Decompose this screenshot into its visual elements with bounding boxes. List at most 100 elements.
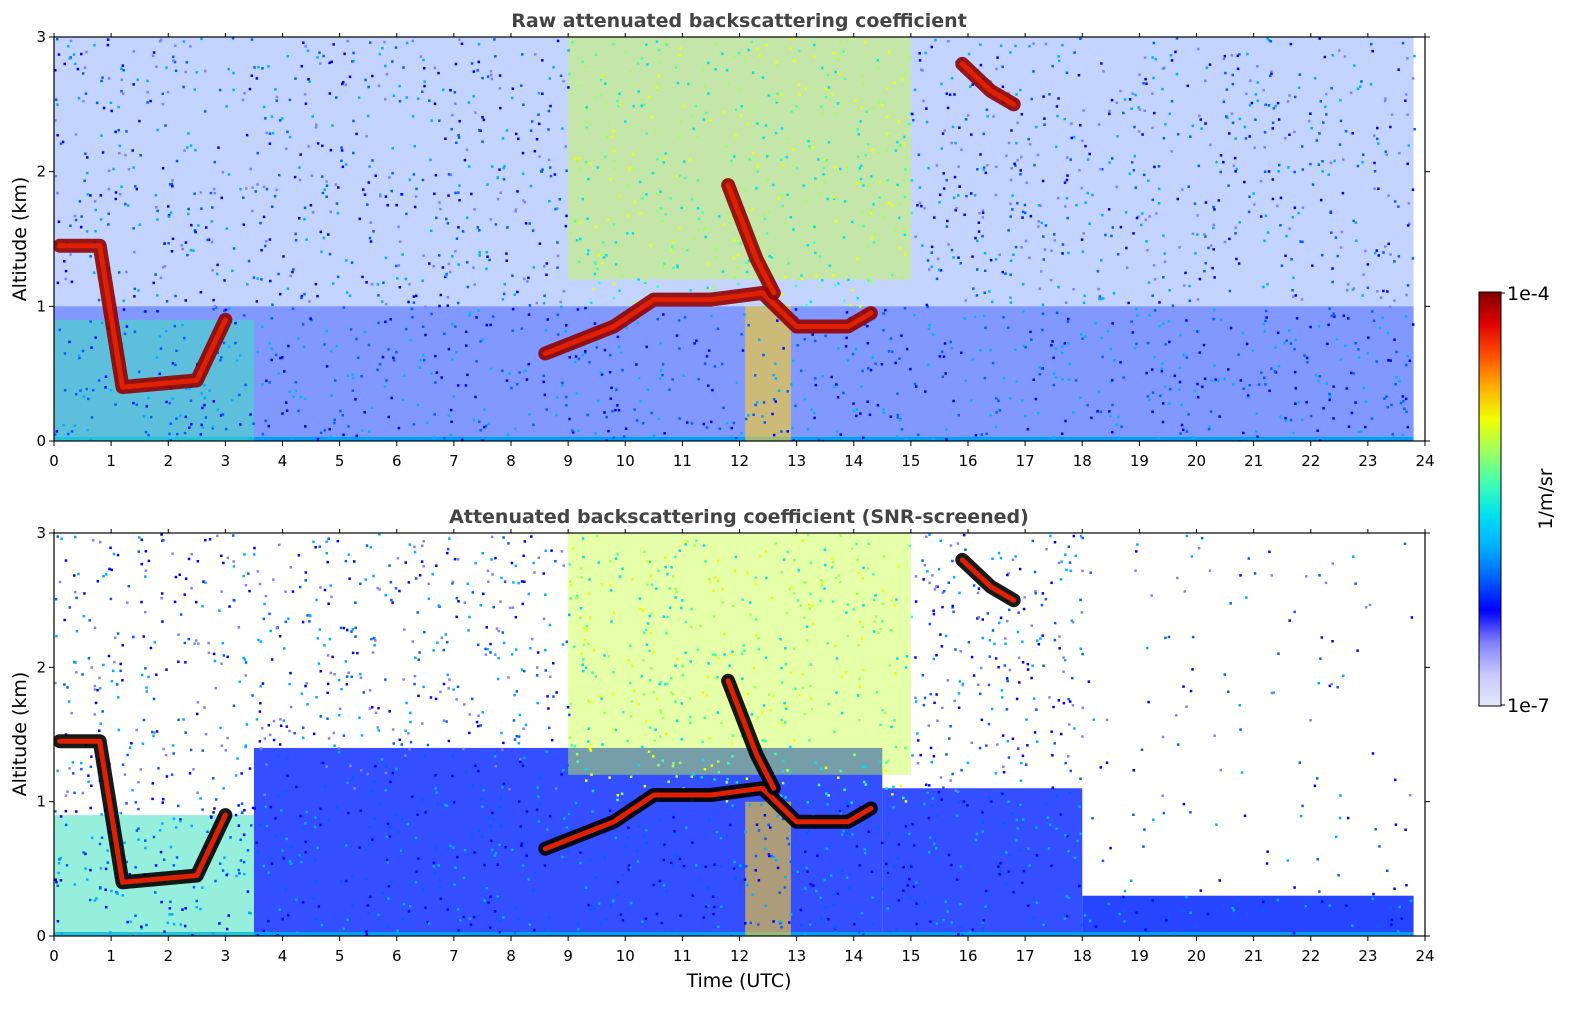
heatmap-cell	[946, 679, 950, 682]
heatmap-cell	[972, 584, 976, 587]
heatmap-cell	[346, 628, 349, 632]
heatmap-cell	[1198, 114, 1201, 117]
heatmap-cell	[511, 87, 515, 90]
heatmap-cell	[326, 682, 330, 686]
heatmap-cell	[449, 408, 453, 412]
heatmap-cell	[235, 874, 238, 878]
heatmap-cell	[1279, 415, 1282, 418]
heatmap-cell	[1294, 338, 1297, 342]
heatmap-cell	[789, 47, 792, 50]
heatmap-cell	[603, 654, 606, 657]
heatmap-cell	[846, 804, 850, 808]
heatmap-cell	[256, 850, 260, 854]
heatmap-cell	[707, 92, 710, 95]
heatmap-cell	[1387, 359, 1390, 362]
heatmap-cell	[1161, 735, 1165, 739]
heatmap-cell	[333, 379, 337, 382]
heatmap-cell	[1142, 173, 1146, 177]
heatmap-cell	[1029, 330, 1032, 334]
heatmap-cell	[1097, 390, 1101, 393]
heatmap-cell	[598, 695, 602, 698]
heatmap-cell	[272, 578, 275, 581]
heatmap-cell	[565, 640, 569, 644]
heatmap-cell	[632, 152, 635, 156]
heatmap-cell	[527, 878, 530, 881]
heatmap-cell	[1083, 914, 1087, 917]
heatmap-cell	[672, 266, 675, 270]
heatmap-cell	[142, 310, 146, 313]
x-tick-label: 19	[1130, 947, 1149, 965]
heatmap-cell	[552, 662, 555, 665]
heatmap-cell	[713, 365, 717, 368]
heatmap-cell	[100, 813, 103, 816]
cloud-layer-core	[959, 557, 1017, 603]
heatmap-cell	[589, 908, 593, 911]
heatmap-cell	[284, 888, 288, 892]
heatmap-cell	[870, 212, 873, 215]
heatmap-cell	[1043, 123, 1046, 126]
heatmap-cell	[299, 814, 302, 818]
heatmap-cell	[93, 43, 96, 47]
heatmap-cell	[835, 430, 839, 433]
heatmap-cell	[820, 579, 823, 582]
heatmap-cell	[1002, 770, 1006, 774]
heatmap-cell	[93, 626, 97, 629]
heatmap-cell	[867, 279, 870, 283]
heatmap-cell	[1125, 266, 1129, 269]
heatmap-cell	[1119, 89, 1122, 93]
heatmap-cell	[192, 768, 195, 771]
heatmap-cell	[304, 425, 307, 428]
heatmap-cell	[1390, 918, 1394, 921]
heatmap-cell	[383, 385, 387, 388]
heatmap-cell	[936, 257, 940, 261]
heatmap-cell	[644, 281, 647, 284]
heatmap-cell	[851, 289, 854, 292]
heatmap-cell	[350, 630, 353, 633]
heatmap-cell	[675, 719, 679, 723]
heatmap-cell	[281, 356, 284, 359]
heatmap-cell	[117, 271, 121, 274]
heatmap-cell	[99, 887, 102, 890]
heatmap-cell	[712, 615, 716, 618]
heatmap-cell	[188, 426, 191, 429]
heatmap-cell	[168, 913, 171, 916]
heatmap-cell	[663, 432, 666, 435]
heatmap-cell	[503, 282, 506, 286]
heatmap-cell	[858, 305, 862, 308]
heatmap-cell	[1286, 100, 1290, 103]
heatmap-cell	[1344, 129, 1348, 133]
heatmap-cell	[809, 592, 812, 596]
heatmap-cell	[273, 194, 277, 198]
heatmap-cell	[227, 914, 231, 917]
heatmap-cell	[267, 424, 271, 428]
heatmap-cell	[502, 741, 505, 745]
heatmap-cell	[427, 922, 431, 925]
heatmap-cell	[603, 411, 606, 414]
heatmap-cell	[1026, 427, 1030, 431]
heatmap-cell	[154, 891, 157, 894]
heatmap-cell	[964, 118, 968, 121]
heatmap-cell	[570, 744, 573, 747]
heatmap-cell	[712, 285, 716, 288]
heatmap-cell	[718, 427, 722, 431]
heatmap-cell	[1055, 311, 1059, 315]
heatmap-cell	[786, 769, 789, 772]
heatmap-cell	[997, 551, 1001, 555]
heatmap-cell	[1143, 828, 1146, 831]
heatmap-cell	[974, 838, 978, 842]
heatmap-cell	[982, 166, 986, 169]
heatmap-cell	[437, 864, 440, 867]
heatmap-cell	[135, 829, 139, 832]
heatmap-cell	[448, 270, 452, 274]
heatmap-cell	[1411, 77, 1415, 80]
heatmap-cell	[767, 823, 770, 827]
heatmap-cell	[682, 160, 686, 163]
heatmap-cell	[784, 663, 788, 666]
heatmap-cell	[184, 907, 187, 910]
heatmap-cell	[637, 90, 640, 93]
heatmap-cell	[707, 349, 711, 352]
heatmap-cell	[418, 651, 421, 654]
heatmap-cell	[1295, 317, 1299, 320]
heatmap-cell	[297, 409, 300, 413]
heatmap-cell	[730, 653, 733, 656]
